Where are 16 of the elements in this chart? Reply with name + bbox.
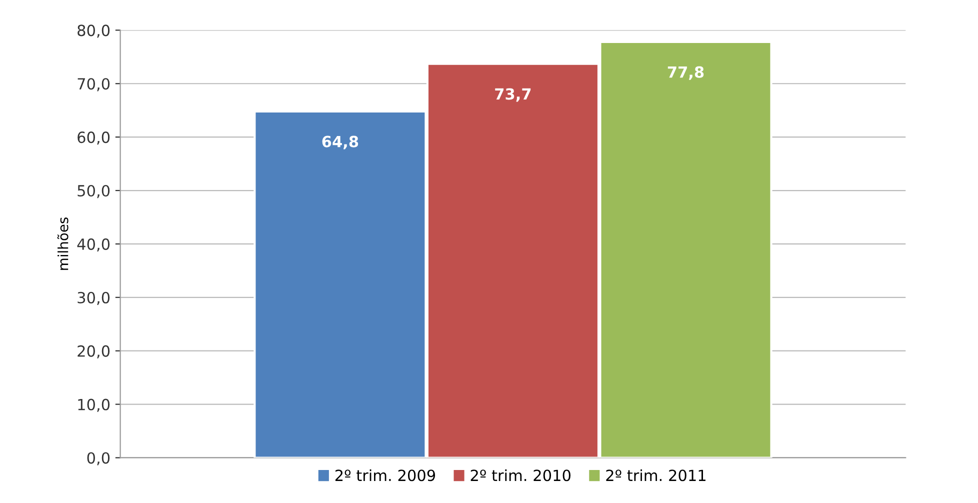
y-tick-label: 70,0 [78, 78, 110, 92]
y-tick-label: 80,0 [78, 24, 110, 38]
y-tick-label: 30,0 [78, 292, 110, 305]
y-tick-label: 50,0 [78, 184, 110, 198]
legend-label: 2º trim. 2010 [470, 469, 570, 482]
y-tick-label: 0,0 [87, 452, 110, 466]
y-tick-label: 60,0 [78, 132, 110, 145]
legend-label: 2º trim. 2009 [335, 469, 436, 482]
y-tick-label: 20,0 [78, 345, 110, 358]
data-label: 73,7 [495, 88, 531, 102]
y-axis-title: milhões [57, 217, 68, 270]
data-label: 64,8 [322, 136, 358, 150]
legend-label: 2º trim. 2011 [606, 469, 706, 482]
y-tick-label: 10,0 [78, 398, 110, 412]
data-label: 77,8 [668, 66, 704, 80]
y-tick-label: 40,0 [77, 238, 110, 252]
